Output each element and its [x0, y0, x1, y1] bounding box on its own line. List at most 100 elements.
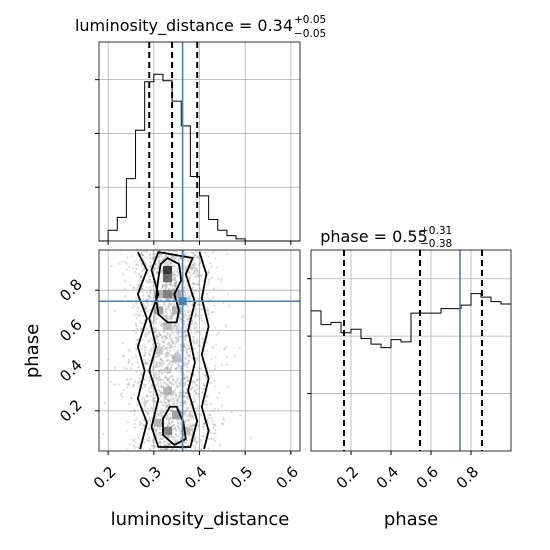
- scatter-point: [147, 427, 150, 430]
- scatter-point: [203, 425, 206, 428]
- scatter-point: [186, 252, 189, 255]
- scatter-point: [188, 295, 191, 298]
- scatter-point: [168, 422, 171, 426]
- scatter-point: [174, 317, 177, 320]
- scatter-point: [134, 323, 137, 326]
- scatter-point: [160, 394, 163, 397]
- scatter-point: [194, 268, 197, 271]
- scatter-point: [136, 263, 139, 267]
- scatter-point: [158, 362, 162, 365]
- scatter-point: [190, 331, 193, 335]
- scatter-point: [178, 385, 181, 388]
- scatter-point: [187, 355, 190, 358]
- scatter-point: [166, 318, 169, 321]
- scatter-point: [195, 308, 198, 311]
- scatter-point: [195, 442, 198, 445]
- scatter-point: [102, 433, 105, 436]
- scatter-point: [196, 358, 199, 362]
- scatter-point: [197, 263, 200, 267]
- scatter-point: [166, 413, 169, 417]
- scatter-point: [164, 408, 167, 411]
- scatter-point: [148, 277, 151, 281]
- scatter-point: [200, 275, 203, 278]
- scatter-point: [198, 261, 201, 264]
- scatter-point: [186, 395, 189, 398]
- scatter-point: [157, 258, 160, 261]
- scatter-point: [172, 287, 175, 291]
- scatter-point: [143, 385, 146, 389]
- scatter-point: [170, 366, 173, 369]
- scatter-point: [180, 257, 183, 260]
- scatter-point: [188, 413, 192, 416]
- scatter-point: [160, 412, 163, 415]
- scatter-point: [145, 263, 148, 266]
- scatter-point: [175, 332, 178, 335]
- scatter-point: [169, 311, 172, 314]
- scatter-point: [199, 286, 202, 290]
- scatter-point: [184, 346, 187, 349]
- scatter-point: [133, 270, 137, 273]
- scatter-point: [174, 256, 177, 259]
- scatter-point: [170, 375, 173, 378]
- scatter-point: [179, 437, 183, 440]
- scatter-point: [173, 436, 176, 439]
- title-luminosity-distance-minus: −0.05: [294, 28, 326, 40]
- scatter-point: [174, 439, 177, 442]
- scatter-point: [183, 330, 187, 333]
- scatter-point: [153, 330, 156, 333]
- scatter-point: [184, 266, 187, 269]
- scatter-point: [196, 283, 200, 286]
- scatter-point: [133, 413, 136, 416]
- scatter-point: [187, 311, 190, 314]
- scatter-point: [183, 382, 187, 385]
- scatter-point: [156, 373, 159, 376]
- scatter-point: [194, 262, 197, 265]
- scatter-point: [138, 282, 142, 285]
- scatter-point: [202, 388, 205, 391]
- scatter-point: [206, 296, 209, 299]
- scatter-point: [165, 311, 168, 314]
- scatter-point: [146, 292, 149, 295]
- contour-inner: [155, 257, 183, 324]
- scatter-point: [175, 351, 179, 354]
- scatter-point: [160, 287, 163, 290]
- scatter-point: [169, 368, 172, 371]
- scatter-point: [163, 371, 166, 374]
- scatter-point: [149, 281, 152, 284]
- scatter-point: [173, 441, 176, 444]
- scatter-point: [173, 367, 177, 370]
- scatter-point: [186, 379, 189, 382]
- scatter-point: [197, 303, 201, 306]
- scatter-point: [126, 386, 129, 389]
- scatter-point: [167, 420, 171, 424]
- scatter-point: [171, 438, 174, 441]
- scatter-point: [196, 269, 199, 273]
- scatter-point: [205, 308, 209, 311]
- scatter-point: [182, 253, 186, 256]
- scatter-point: [161, 285, 164, 289]
- scatter-point: [176, 271, 179, 274]
- scatter-point: [193, 269, 196, 273]
- joint-truth-lines: [99, 250, 300, 451]
- scatter-point: [197, 275, 200, 278]
- scatter-point: [158, 334, 161, 337]
- scatter-point: [154, 263, 157, 266]
- scatter-point: [167, 298, 170, 301]
- scatter-point: [167, 303, 170, 306]
- scatter-point: [171, 409, 174, 412]
- scatter-point: [184, 333, 187, 336]
- scatter-point: [164, 375, 167, 378]
- scatter-point: [185, 363, 188, 366]
- scatter-point: [162, 448, 165, 451]
- scatter-point: [184, 325, 188, 329]
- scatter-point: [187, 362, 190, 365]
- scatter-point: [131, 356, 134, 360]
- scatter-point: [148, 296, 152, 299]
- scatter-point: [197, 385, 200, 388]
- scatter-point: [134, 331, 137, 335]
- scatter-point: [183, 411, 186, 414]
- scatter-point: [166, 442, 169, 445]
- scatter-point: [200, 337, 203, 341]
- scatter-point: [142, 268, 145, 271]
- scatter-point: [213, 326, 216, 330]
